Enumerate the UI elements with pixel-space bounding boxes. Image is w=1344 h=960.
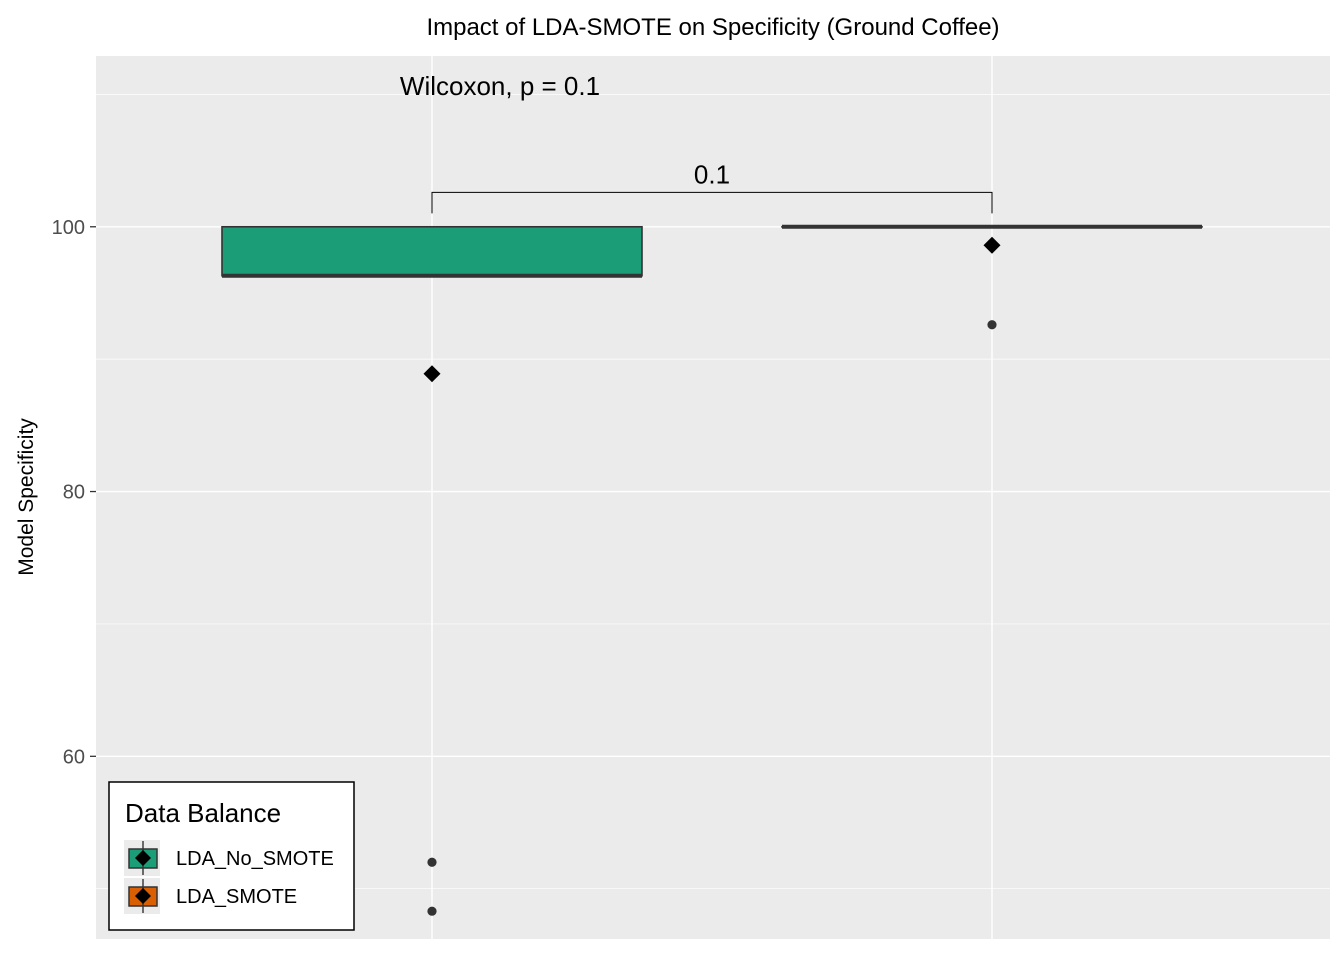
- wilcoxon-label: Wilcoxon, p = 0.1: [400, 71, 600, 101]
- points: [423, 236, 1001, 916]
- boxplots: [221, 224, 1203, 278]
- outlier-point: [427, 906, 437, 916]
- legend-key-mean: [135, 888, 151, 904]
- bracket-line: [431, 191, 993, 214]
- chart-title: Impact of LDA-SMOTE on Specificity (Grou…: [426, 14, 999, 41]
- outlier-point: [987, 320, 997, 330]
- significance-bracket: 0.1: [431, 159, 993, 214]
- legend: Data Balance LDA_No_SMOTE LDA_SMOTE: [108, 781, 355, 931]
- legend-title: Data Balance: [125, 798, 281, 828]
- legend-item-LDA_No_SMOTE: LDA_No_SMOTE: [124, 840, 334, 876]
- y-axis: 60 80 100: [52, 217, 96, 768]
- y-axis-label: Model Specificity: [15, 418, 38, 576]
- mean-marker: [423, 365, 441, 383]
- y-tick-label: 80: [63, 482, 85, 504]
- legend-item-label: LDA_SMOTE: [176, 886, 297, 908]
- mean-marker: [983, 236, 1001, 254]
- outlier-point: [427, 857, 437, 867]
- legend-item-LDA_SMOTE: LDA_SMOTE: [124, 878, 297, 914]
- boxplot-LDA_No_SMOTE: [221, 225, 643, 278]
- bracket-label: 0.1: [694, 159, 730, 189]
- box-LDA_No_SMOTE: [221, 225, 643, 277]
- y-tick-label: 60: [63, 746, 85, 768]
- y-tick-label: 100: [52, 217, 85, 239]
- legend-key-mean: [135, 850, 151, 866]
- legend-item-label: LDA_No_SMOTE: [176, 848, 334, 870]
